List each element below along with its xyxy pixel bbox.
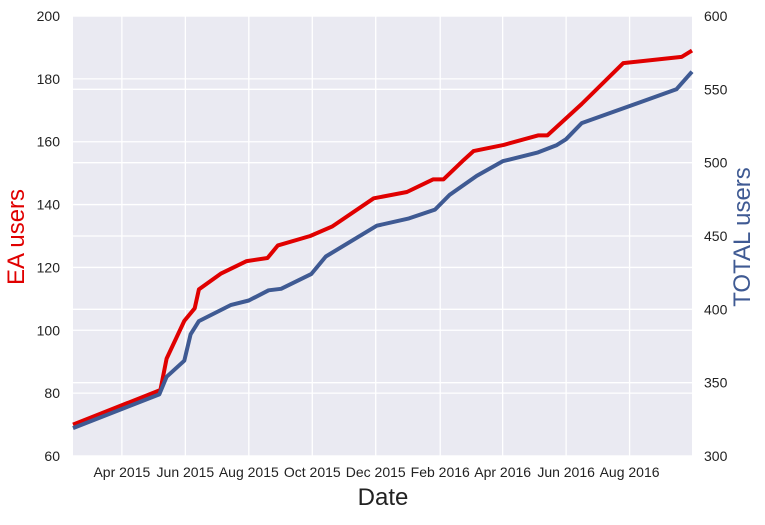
x-axis-ticks: Apr 2015 Jun 2015 Aug 2015 Oct 2015 Dec 2015… <box>93 464 659 480</box>
left-tick-label: 140 <box>37 197 61 213</box>
x-tick-label: Jun 2016 <box>537 464 595 480</box>
left-tick-label: 160 <box>37 134 61 150</box>
x-tick-label: Dec 2015 <box>346 464 406 480</box>
series-lines <box>72 48 694 430</box>
x-axis-label: Date <box>358 484 409 511</box>
x-tick-label: Aug 2015 <box>219 464 279 480</box>
left-axis-label: EA users <box>3 189 30 285</box>
right-axis-label: TOTAL users <box>729 167 756 307</box>
x-tick-label: Apr 2016 <box>474 464 531 480</box>
x-tick-label: Oct 2015 <box>284 464 341 480</box>
ea-users-line <box>72 48 694 427</box>
right-tick-label: 400 <box>704 301 728 317</box>
left-tick-label: 80 <box>44 385 60 401</box>
right-tick-label: 350 <box>704 375 728 391</box>
total-users-line <box>72 70 694 430</box>
right-tick-label: 550 <box>704 81 728 97</box>
right-axis-ticks: 300 350 400 450 500 550 600 <box>704 8 728 464</box>
gridlines <box>73 15 692 457</box>
left-tick-label: 180 <box>37 71 61 87</box>
left-tick-label: 60 <box>44 448 60 464</box>
x-tick-label: Jun 2015 <box>157 464 215 480</box>
right-tick-label: 450 <box>704 228 728 244</box>
left-axis-ticks: 60 80 100 120 140 160 180 200 <box>37 8 61 464</box>
right-tick-label: 600 <box>704 8 728 24</box>
right-tick-label: 300 <box>704 448 728 464</box>
x-tick-label: Aug 2016 <box>600 464 660 480</box>
x-tick-label: Apr 2015 <box>93 464 150 480</box>
left-tick-label: 120 <box>37 259 61 275</box>
x-tick-label: Feb 2016 <box>411 464 470 480</box>
left-tick-label: 200 <box>37 8 61 24</box>
left-tick-label: 100 <box>37 322 61 338</box>
right-tick-label: 500 <box>704 155 728 171</box>
